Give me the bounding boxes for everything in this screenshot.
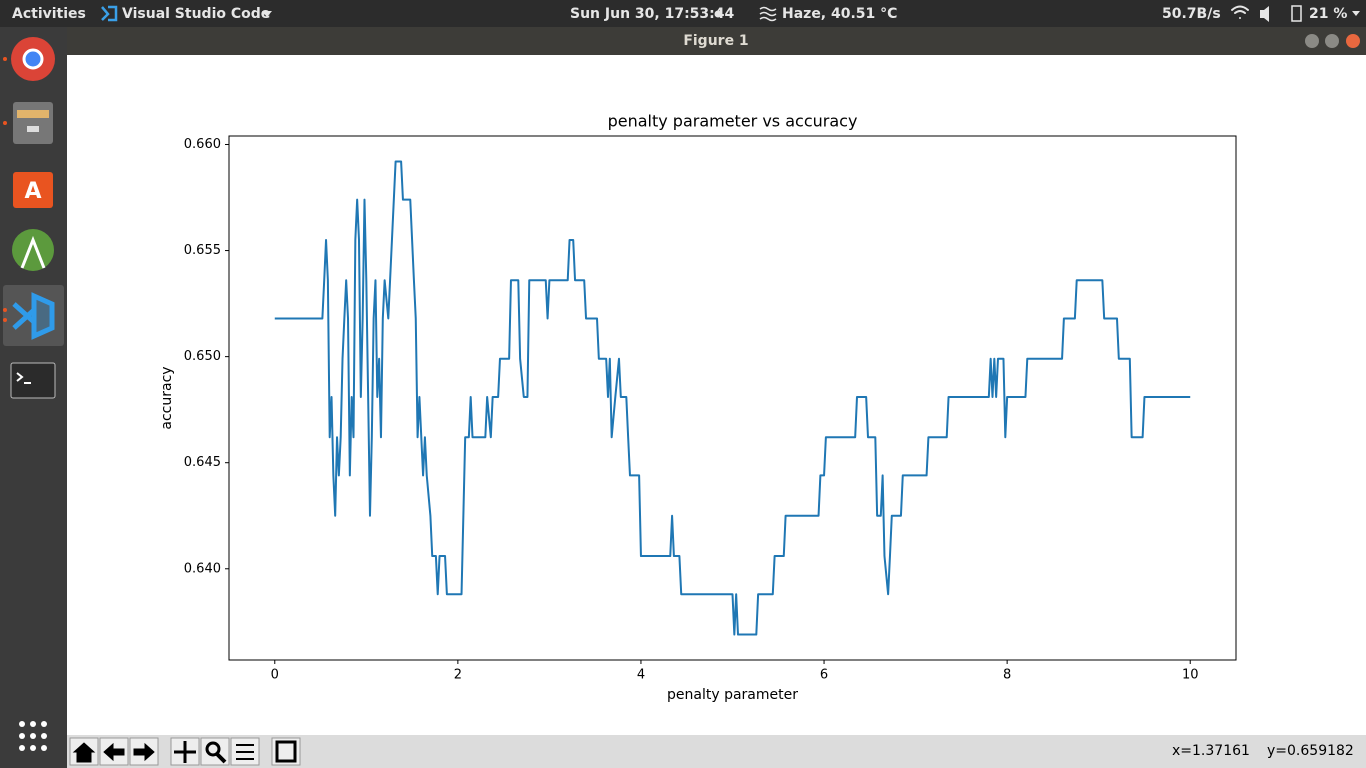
clock[interactable]: Sun Jun 30, 17:53:44 (570, 6, 734, 22)
app-menu[interactable]: Visual Studio Code (122, 6, 270, 22)
x-tick-label: 6 (820, 668, 828, 683)
app-icon (101, 5, 118, 22)
accuracy-line (274, 160, 1191, 636)
running-dot (3, 121, 7, 125)
x-tick-label: 8 (1003, 668, 1011, 683)
cursor-x: x=1.37161 (1172, 743, 1250, 759)
software-icon[interactable] (13, 172, 53, 208)
y-axis-label: accuracy (159, 366, 175, 429)
android-studio-icon[interactable] (12, 229, 54, 271)
x-tick-label: 0 (271, 668, 279, 683)
window-title-bar (67, 27, 1366, 55)
maximize-button[interactable] (1325, 34, 1339, 48)
x-tick-label: 4 (637, 668, 645, 683)
files-drawer (17, 110, 49, 118)
vscode-icon[interactable] (12, 292, 55, 340)
x-tick-label: 2 (454, 668, 462, 683)
weather-icon (759, 6, 777, 22)
figure-canvas (67, 55, 1366, 735)
android-studio-glyph (20, 235, 46, 269)
software-glyph: A (24, 179, 41, 204)
running-dot (3, 57, 7, 61)
battery: 21 % (1309, 6, 1347, 22)
chart: penalty parameter vs accuracy penalty par… (159, 112, 1237, 703)
running-dot (3, 318, 7, 322)
axes-frame (228, 135, 1237, 661)
chart-title: penalty parameter vs accuracy (608, 112, 858, 131)
terminal-icon[interactable] (10, 362, 56, 399)
terminal-glyph (16, 372, 31, 384)
window-title: Figure 1 (683, 33, 748, 49)
top-bar (0, 0, 1366, 27)
x-tick-label: 10 (1182, 668, 1199, 683)
toolbar-icons (72, 740, 297, 764)
clock-dot (714, 10, 722, 18)
y-tick-label: 0.650 (184, 349, 221, 364)
network-speed: 50.7B/s (1162, 6, 1221, 22)
volume-icon[interactable] (1260, 6, 1269, 22)
x-axis-label: penalty parameter (667, 687, 798, 703)
y-tick-label: 0.655 (184, 243, 221, 258)
weather[interactable]: Haze, 40.51 °C (782, 6, 897, 22)
show-apps[interactable] (19, 721, 47, 751)
chrome-center (22, 48, 44, 70)
wifi-icon[interactable] (1231, 5, 1249, 19)
y-tick-label: 0.660 (184, 137, 221, 152)
battery-icon[interactable] (1291, 5, 1302, 22)
minimize-button[interactable] (1305, 34, 1319, 48)
files-handle (27, 126, 39, 132)
close-button[interactable] (1346, 34, 1360, 48)
y-tick-label: 0.640 (184, 561, 221, 576)
cursor-y: y=0.659182 (1267, 743, 1354, 759)
system-menu-arrow[interactable] (1352, 11, 1360, 16)
dropdown-arrow (262, 11, 272, 17)
files-icon[interactable] (13, 102, 53, 144)
y-tick-label: 0.645 (184, 455, 221, 470)
activities[interactable]: Activities (12, 6, 86, 22)
running-dot (3, 308, 7, 312)
